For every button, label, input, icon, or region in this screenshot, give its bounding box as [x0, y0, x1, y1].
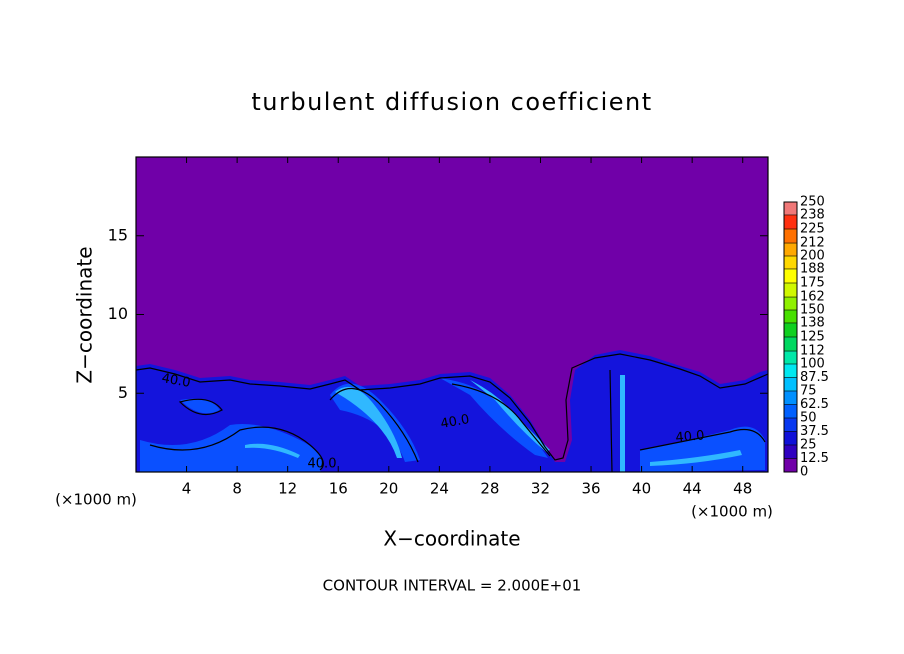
contour-label: 40.0: [160, 371, 191, 391]
contour-label: 40.0: [439, 412, 470, 432]
colorbar-label: 25: [800, 438, 817, 453]
colorbar-label: 112: [800, 344, 825, 359]
colorbar-swatch: [784, 391, 797, 405]
colorbar-swatch: [784, 337, 797, 352]
colorbar-swatch: [784, 418, 797, 432]
colorbar-swatch: [784, 377, 797, 391]
x-tick-label: 12: [278, 480, 297, 498]
x-tick-label: 16: [329, 480, 348, 498]
colorbar-label: 238: [800, 207, 825, 222]
x-tick-label: 48: [733, 480, 752, 498]
x-tick-label: 4: [182, 480, 192, 498]
x-tick-label: 24: [430, 480, 449, 498]
high-streaks: [245, 375, 742, 472]
colorbar-swatch: [784, 268, 797, 283]
colorbar-swatch: [784, 404, 797, 418]
field: [136, 157, 768, 472]
colorbar-label: 225: [800, 222, 825, 237]
colorbar-swatch: [784, 445, 797, 459]
colorbar-label: 87.5: [800, 370, 829, 385]
footer-note: CONTOUR INTERVAL = 2.000E+01: [323, 577, 582, 595]
colorbar-swatch: [784, 256, 797, 269]
contour-label: 40.0: [675, 428, 705, 445]
colorbar-label: 0: [800, 465, 808, 480]
x-unit-label: (×1000 m): [691, 503, 773, 521]
y-tick-label: 10: [108, 304, 128, 323]
colorbar-label: 37.5: [800, 424, 829, 439]
colorbar-swatch: [784, 322, 797, 337]
contour-label: 40.0: [308, 457, 337, 472]
x-tick-label: 44: [683, 480, 702, 498]
colorbar-swatch: [784, 229, 797, 244]
x-tick-label: 8: [232, 480, 242, 498]
colorbar-swatch: [784, 202, 797, 215]
colorbar-swatch: [784, 243, 797, 256]
y-tick-label: 15: [108, 225, 128, 244]
colorbar-label: 50: [800, 411, 817, 426]
colorbar-label: 62.5: [800, 397, 829, 412]
x-unit-label: (×1000 m): [55, 491, 137, 509]
colorbar-label: 250: [800, 195, 825, 210]
colorbar-label: 75: [800, 384, 817, 399]
colorbar-swatch: [784, 364, 797, 378]
y-tick-label: 5: [118, 383, 128, 402]
contour-lines: [136, 353, 768, 472]
colorbar-label: 162: [800, 290, 825, 305]
x-tick-label: 36: [581, 480, 600, 498]
x-tick-label: 28: [480, 480, 499, 498]
x-tick-label: 32: [531, 480, 550, 498]
colorbar-label: 188: [800, 261, 825, 276]
x-tick-label: 20: [379, 480, 398, 498]
colorbar-swatch: [784, 310, 797, 323]
colorbar-label: 150: [800, 303, 825, 318]
chart-title: turbulent diffusion coefficient: [251, 88, 652, 116]
colorbar-label: 212: [800, 236, 825, 251]
colorbar-label: 12.5: [800, 451, 829, 466]
colorbar-label: 125: [800, 330, 825, 345]
colorbar-label: 138: [800, 315, 825, 330]
x-axis-title: X−coordinate: [383, 527, 520, 551]
colorbar-swatch: [784, 214, 797, 229]
colorbar-label: 175: [800, 276, 825, 291]
y-axis-title: Z−coordinate: [73, 246, 97, 383]
x-tick-label: 40: [632, 480, 651, 498]
colorbar-label: 200: [800, 249, 825, 264]
colorbar-label: 100: [800, 357, 825, 372]
colorbar-swatch: [784, 297, 797, 310]
turbulent-streaks: [140, 378, 765, 472]
colorbar-swatch: [784, 431, 797, 445]
colorbar-swatch: [784, 351, 797, 364]
colorbar-swatch: [784, 283, 797, 298]
colorbar-swatch: [784, 458, 797, 472]
